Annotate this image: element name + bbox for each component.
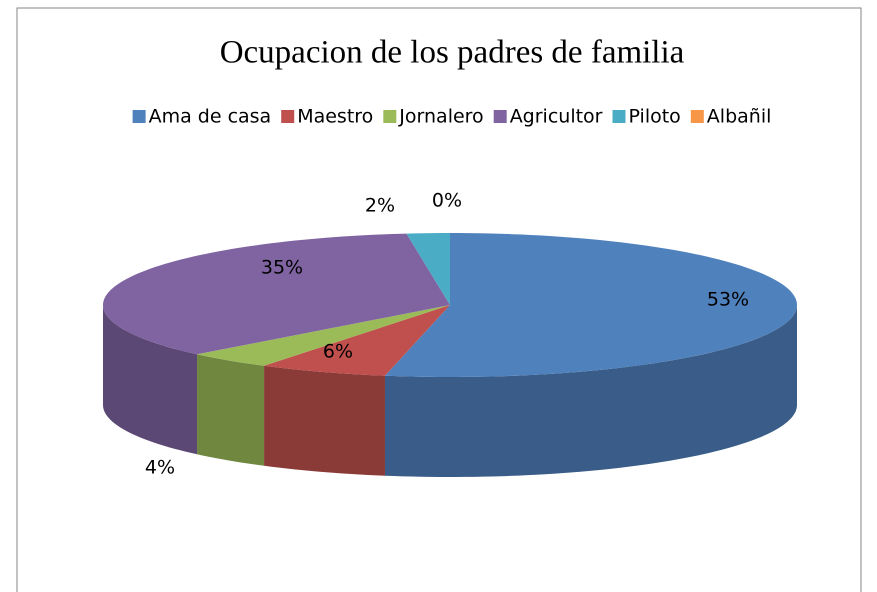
legend-swatch: [493, 110, 507, 123]
chart-title: Ocupacion de los padres de familia: [220, 35, 685, 71]
data-label: 0%: [432, 190, 462, 212]
data-label: 2%: [365, 195, 395, 217]
slice-side: [103, 305, 198, 455]
pie-tops: [103, 233, 797, 377]
data-label: 4%: [145, 457, 175, 479]
slice: [197, 305, 450, 366]
legend-swatch: [281, 110, 295, 123]
legend-swatch: [612, 110, 626, 123]
legend-label: Agricultor: [510, 106, 603, 128]
slice: [406, 233, 450, 305]
legend-swatch: [690, 110, 704, 123]
slice: [103, 233, 450, 355]
slice-side: [384, 305, 797, 477]
legend-label: Piloto: [629, 106, 681, 128]
slice-side: [264, 365, 385, 476]
data-label: 6%: [323, 341, 353, 363]
legend-label: Jornalero: [398, 106, 483, 128]
slice: [264, 305, 450, 376]
data-label: 53%: [707, 289, 749, 311]
slice-side: [197, 354, 265, 466]
legend-label: Albañil: [707, 106, 772, 128]
legend-swatch: [132, 110, 146, 123]
legend-label: Maestro: [297, 106, 373, 128]
pie-sides: [103, 305, 797, 477]
data-label: 35%: [261, 257, 303, 279]
slice: [384, 233, 797, 377]
legend-label: Ama de casa: [149, 106, 272, 128]
legend-swatch: [383, 110, 397, 123]
